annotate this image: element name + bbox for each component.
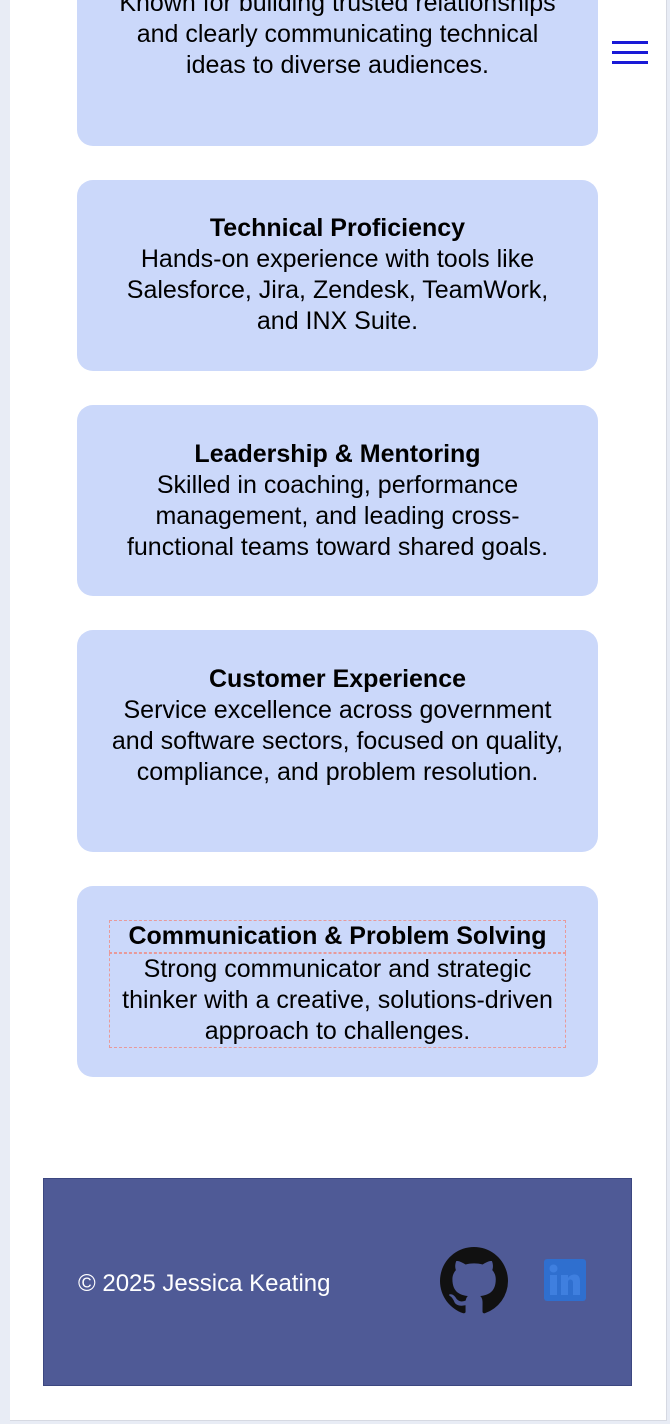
skill-card-technical-proficiency: Technical Proficiency Hands-on experienc… bbox=[77, 180, 598, 371]
skill-card-text: Hands-on experience with tools like Sale… bbox=[126, 245, 549, 335]
skill-card-title: Leadership & Mentoring bbox=[194, 440, 481, 468]
skill-card-text: Known for building trusted relationships… bbox=[119, 0, 556, 79]
skill-card-title: Communication & Problem Solving bbox=[109, 920, 566, 953]
skill-card-customer-experience: Customer Experience Service excellence a… bbox=[77, 630, 598, 852]
skill-card-title: Customer Experience bbox=[208, 665, 467, 693]
site-footer: © 2025 Jessica Keating bbox=[43, 1178, 632, 1386]
skill-card-communication: Communication & Problem Solving Strong c… bbox=[77, 886, 598, 1077]
page: Known for building trusted relationships… bbox=[10, 0, 667, 1421]
skill-card-text: Strong communicator and strategic thinke… bbox=[109, 953, 566, 1048]
skill-card-relationships: Known for building trusted relationships… bbox=[77, 0, 598, 146]
skill-card-leadership: Leadership & Mentoring Skilled in coachi… bbox=[77, 405, 598, 596]
linkedin-icon[interactable] bbox=[544, 1259, 586, 1301]
skill-card-title: Technical Proficiency bbox=[209, 214, 466, 242]
skill-card-text: Skilled in coaching, performance managem… bbox=[126, 471, 549, 561]
footer-copyright: © 2025 Jessica Keating bbox=[78, 1270, 331, 1297]
skill-card-text: Service excellence across government and… bbox=[111, 696, 564, 786]
hamburger-menu-icon[interactable] bbox=[610, 38, 650, 68]
github-icon[interactable] bbox=[440, 1247, 508, 1315]
